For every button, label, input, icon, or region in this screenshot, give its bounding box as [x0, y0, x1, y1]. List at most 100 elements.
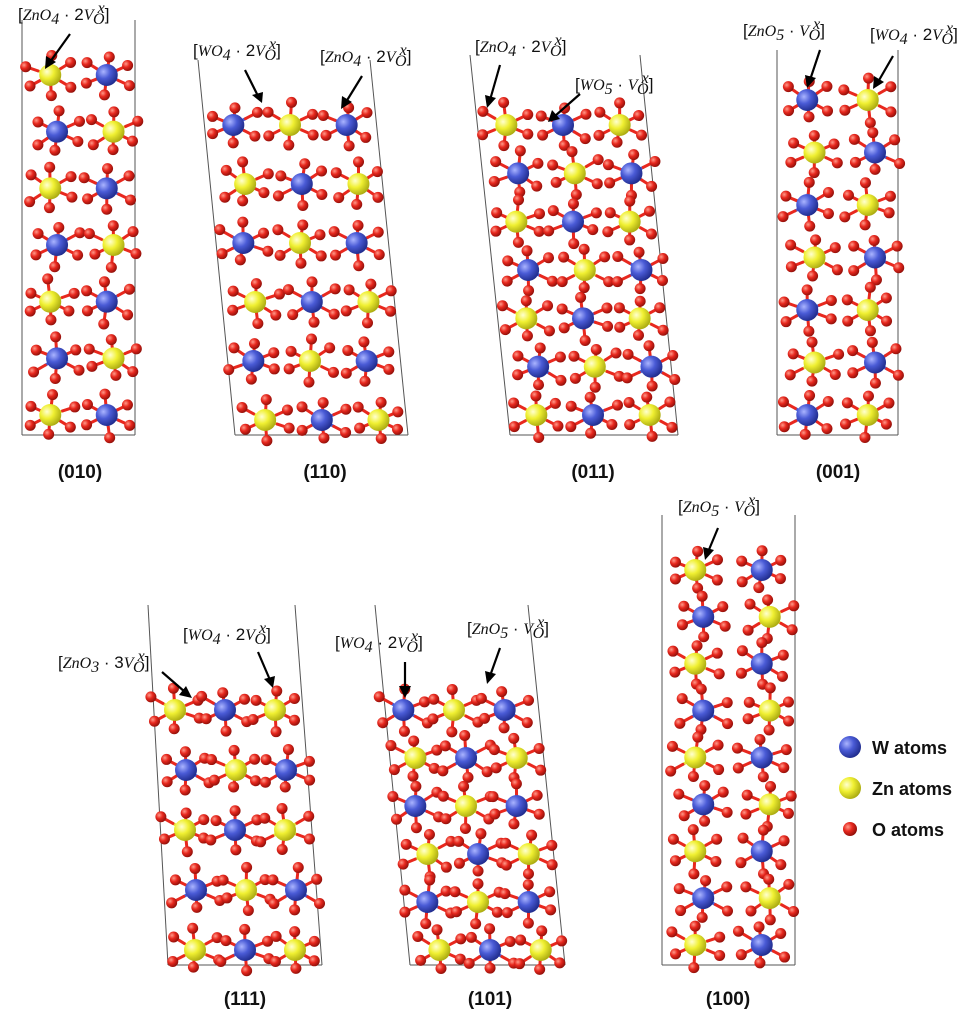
o-atom — [636, 129, 648, 141]
o-atom — [327, 366, 339, 378]
zn-atom — [803, 141, 826, 164]
o-atom — [49, 144, 61, 156]
o-atom — [158, 833, 170, 845]
o-atom — [275, 170, 287, 182]
w-atom — [242, 350, 265, 372]
o-atom — [713, 764, 725, 776]
o-atom — [536, 925, 548, 937]
o-atom — [440, 813, 452, 825]
arrow-101-b — [485, 647, 502, 684]
o-atom — [83, 343, 95, 355]
o-atom — [259, 812, 271, 824]
w-atom — [222, 114, 245, 136]
o-atom — [669, 666, 681, 678]
o-atom — [822, 186, 834, 198]
w-atom — [796, 404, 819, 426]
arrow-011-b — [548, 93, 581, 122]
o-atom — [692, 582, 704, 594]
o-atom — [532, 157, 544, 169]
o-atom — [841, 397, 853, 409]
w-atom — [310, 409, 333, 431]
w-atom — [232, 232, 255, 254]
o-atom — [53, 105, 65, 117]
w-atom — [355, 350, 378, 372]
zn-atom — [184, 939, 206, 961]
o-atom — [591, 178, 603, 190]
o-atom — [612, 251, 624, 263]
o-atom — [103, 51, 115, 63]
o-atom — [453, 857, 465, 869]
o-atom — [545, 904, 557, 916]
o-atom — [863, 72, 875, 84]
o-atom — [546, 859, 558, 871]
zn-atom — [583, 355, 606, 378]
legend-zn-label: Zn atoms — [872, 779, 952, 799]
o-atom — [234, 254, 246, 266]
o-atom — [86, 114, 98, 126]
o-atom — [32, 116, 44, 128]
o-atom — [205, 754, 217, 766]
o-atom — [537, 129, 549, 141]
o-atom — [688, 962, 700, 974]
o-atom — [579, 335, 591, 347]
o-atom — [479, 712, 491, 724]
o-atom — [385, 305, 397, 317]
o-atom — [522, 868, 534, 880]
w-atom — [864, 246, 887, 269]
o-atom — [496, 686, 508, 698]
o-atom — [628, 149, 640, 161]
o-atom — [558, 322, 570, 334]
o-atom — [148, 715, 160, 727]
zn-atom — [102, 234, 125, 256]
o-atom — [110, 369, 122, 381]
o-atom — [744, 598, 756, 610]
legend-w-marker — [839, 736, 861, 758]
o-atom — [848, 265, 860, 277]
o-atom — [602, 159, 614, 171]
o-atom — [641, 391, 653, 403]
o-atom — [645, 228, 657, 240]
o-atom — [342, 344, 354, 356]
o-atom — [534, 342, 546, 354]
o-atom — [360, 131, 372, 143]
o-atom — [398, 725, 410, 737]
o-atom — [229, 102, 241, 114]
o-atom — [214, 224, 226, 236]
o-atom — [602, 226, 614, 238]
o-atom — [196, 690, 208, 702]
zn-atom — [758, 793, 781, 816]
o-atom — [623, 397, 635, 409]
w-atom — [404, 795, 427, 817]
o-atom — [782, 696, 794, 708]
arrow-001-a — [805, 49, 822, 88]
o-atom — [674, 717, 686, 729]
o-atom — [70, 344, 82, 356]
o-atom — [859, 177, 871, 189]
o-atom — [64, 421, 76, 433]
o-atom — [281, 404, 293, 416]
o-atom — [847, 367, 859, 379]
o-atom — [72, 135, 84, 147]
zn-atom — [39, 290, 62, 313]
o-atom — [297, 199, 309, 211]
o-atom — [710, 855, 722, 867]
o-atom — [208, 774, 220, 786]
zn-atom — [39, 177, 62, 200]
w-atom — [46, 120, 69, 143]
panel-captions: (010) (110) (011) (001) (111) (101) (100… — [58, 462, 860, 1010]
w-atom — [214, 699, 236, 721]
zn-atom — [525, 404, 548, 426]
o-atom — [390, 813, 402, 825]
o-atom — [884, 190, 896, 202]
o-atom — [340, 367, 352, 379]
o-atom — [308, 316, 320, 328]
o-atom — [392, 423, 404, 435]
o-atom — [453, 835, 465, 847]
o-atom — [30, 249, 42, 261]
o-atom — [611, 399, 623, 411]
o-atom — [161, 776, 173, 788]
o-atom — [219, 191, 231, 203]
defect-label-100: [ZnO5 · VOx] — [678, 492, 760, 520]
w-atom — [517, 259, 540, 281]
unit-cell-100 — [661, 515, 796, 966]
